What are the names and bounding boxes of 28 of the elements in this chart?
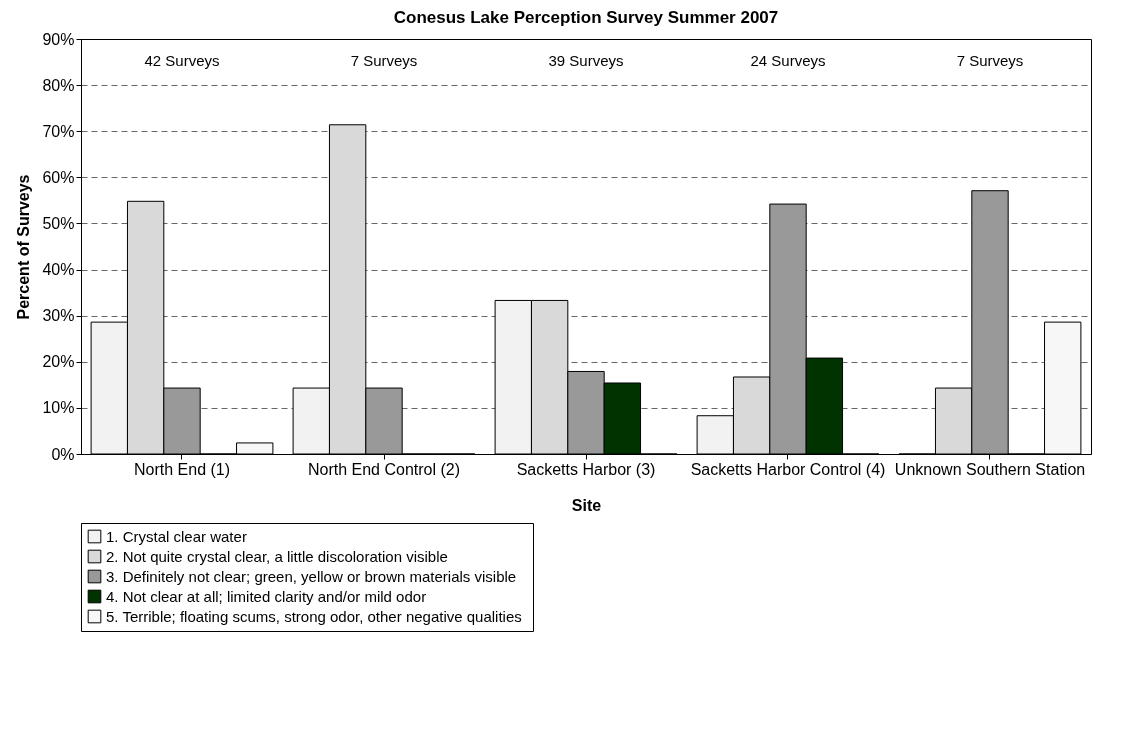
legend-label: 3. Definitely not clear; green, yellow or brown materials visible <box>106 567 517 585</box>
y-tick-label: 30% <box>42 307 75 325</box>
y-tick-label: 50% <box>42 214 75 232</box>
legend-label: 2. Not quite crystal clear, a little discoloration visible <box>106 547 448 565</box>
y-tick-label: 80% <box>42 76 75 94</box>
annotation: 7 Surveys <box>350 52 418 69</box>
annotation: 7 Surveys <box>956 52 1024 69</box>
x-tick-label: Sacketts Harbor Control (4) <box>690 460 886 478</box>
x-tick-label: North End Control (2) <box>307 460 461 478</box>
legend-label: 1. Crystal clear water <box>106 527 247 545</box>
y-tick-label: 0% <box>51 445 75 463</box>
annotation: 24 Surveys <box>750 52 826 69</box>
x-axis-title: Site <box>571 496 602 514</box>
y-tick-label: 10% <box>42 399 75 417</box>
x-tick-label: Unknown Southern Station <box>894 460 1086 478</box>
x-tick-label: North End (1) <box>133 460 231 478</box>
annotation: 39 Surveys <box>548 52 624 69</box>
x-tick-label: Sacketts Harbor (3) <box>516 460 656 478</box>
y-tick-label: 20% <box>42 353 75 371</box>
y-tick-label: 70% <box>42 122 75 140</box>
legend-label: 5. Terrible; floating scums, strong odor, other negative qualities <box>106 607 522 625</box>
legend-label: 4. Not clear at all; limited clarity and/or mild odor <box>106 587 427 605</box>
y-axis-title: Percent of Surveys <box>15 174 33 320</box>
y-tick-label: 90% <box>42 30 75 48</box>
y-tick-label: 60% <box>42 168 75 186</box>
chart-title: Conesus Lake Perception Survey Summer 2007 <box>393 8 779 27</box>
annotation: 42 Surveys <box>144 52 220 69</box>
y-tick-label: 40% <box>42 261 75 279</box>
